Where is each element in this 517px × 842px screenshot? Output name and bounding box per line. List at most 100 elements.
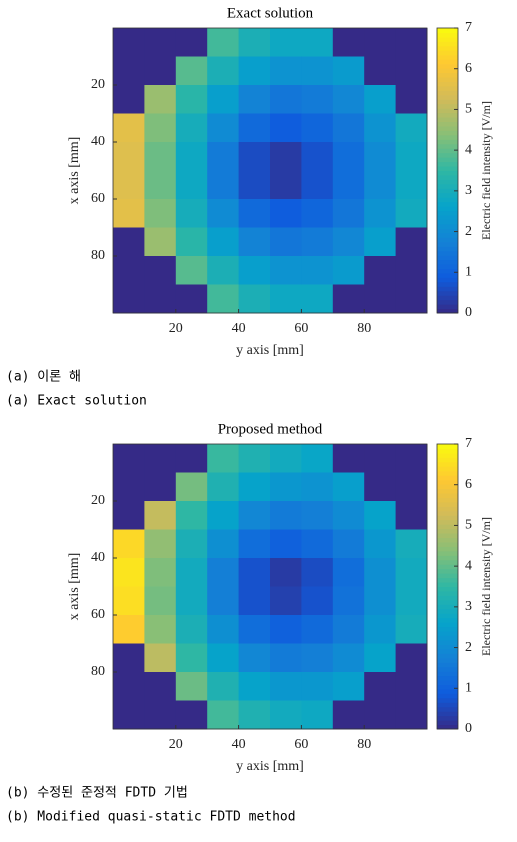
heatmap-cell xyxy=(301,284,334,314)
colorbar-segment xyxy=(437,81,458,87)
heatmap-cell xyxy=(113,227,145,257)
heatmap-cell xyxy=(270,56,302,86)
figure-caption: (a) 이론 해 xyxy=(6,370,81,385)
colorbar-segment xyxy=(437,183,458,189)
heatmap-cell xyxy=(207,444,240,473)
heatmap-cell xyxy=(113,643,145,673)
heatmap-cell xyxy=(332,700,365,730)
heatmap-cell xyxy=(113,672,145,701)
heatmap-cell xyxy=(395,284,428,314)
colorbar-segment xyxy=(437,134,458,140)
colorbar-tick-label: 4 xyxy=(465,558,472,573)
colorbar-segment xyxy=(437,117,458,123)
heatmap-cell xyxy=(395,472,428,502)
colorbar-segment xyxy=(437,724,458,730)
colorbar-segment xyxy=(437,299,458,305)
y-axis-label: x axis [mm] xyxy=(67,553,82,621)
heatmap-cell xyxy=(301,170,334,200)
colorbar-segment xyxy=(437,237,458,243)
colorbar-segment xyxy=(437,617,458,623)
heatmap-cell xyxy=(301,28,334,57)
heatmap-cell xyxy=(364,113,397,143)
colorbar-segment xyxy=(437,564,458,570)
heatmap-cell xyxy=(144,113,177,143)
colorbar-segment xyxy=(437,90,458,96)
heatmap-cell xyxy=(238,113,271,143)
heatmap-cell xyxy=(175,444,208,473)
heatmap-cell xyxy=(207,558,240,587)
heatmap-cell xyxy=(144,586,177,616)
colorbar-segment xyxy=(437,599,458,605)
colorbar-segment xyxy=(437,675,458,681)
y-axis-label: x axis [mm] xyxy=(67,137,82,205)
colorbar-segment xyxy=(437,648,458,654)
heatmap-cell xyxy=(395,615,428,644)
heatmap-cell xyxy=(364,529,397,559)
colorbar-segment xyxy=(437,210,458,216)
colorbar-segment xyxy=(437,666,458,672)
heatmap-cell xyxy=(395,643,428,673)
heatmap-cell xyxy=(144,256,177,285)
colorbar-tick-label: 1 xyxy=(465,265,472,280)
colorbar-frame xyxy=(436,443,459,730)
colorbar-tick-label: 6 xyxy=(465,477,472,492)
heatmap-cell xyxy=(144,558,177,587)
heatmap-cell xyxy=(238,199,271,228)
heatmap-cell xyxy=(113,284,145,314)
colorbar-segment xyxy=(437,228,458,234)
heatmap-cell xyxy=(113,615,145,644)
colorbar-segment xyxy=(437,76,458,82)
heatmap-cell xyxy=(301,444,334,473)
heatmap-cell xyxy=(207,142,240,171)
colorbar-segment xyxy=(437,68,458,74)
heatmap-cell xyxy=(270,256,302,285)
heatmap-cell xyxy=(332,256,365,285)
heatmap-cell xyxy=(270,227,302,257)
heatmap-cell xyxy=(175,256,208,285)
heatmap-cell xyxy=(364,256,397,285)
heatmap-cell xyxy=(113,558,145,587)
y-tick-label: 80 xyxy=(91,248,105,263)
colorbar-segment xyxy=(437,555,458,561)
plot-frame xyxy=(112,443,428,730)
heatmap-cell xyxy=(395,700,428,730)
heatmap-cell xyxy=(301,529,334,559)
chart-title: Proposed method xyxy=(218,421,323,437)
colorbar-segment xyxy=(437,139,458,145)
colorbar-segment xyxy=(437,635,458,641)
heatmap-cell xyxy=(207,643,240,673)
heatmap-cell xyxy=(144,672,177,701)
heatmap-cell xyxy=(207,615,240,644)
colorbar-segment xyxy=(437,533,458,539)
heatmap-cell xyxy=(364,170,397,200)
colorbar-segment xyxy=(437,662,458,668)
heatmap-cell xyxy=(113,529,145,559)
heatmap-cell xyxy=(144,700,177,730)
heatmap-cell xyxy=(113,501,145,530)
colorbar-segment xyxy=(437,644,458,650)
y-tick-label: 60 xyxy=(91,191,105,206)
heatmap-cell xyxy=(144,85,177,114)
colorbar-segment xyxy=(437,524,458,530)
colorbar-tick-label: 7 xyxy=(465,20,472,35)
colorbar-frame xyxy=(436,27,459,314)
heatmap-cell xyxy=(238,256,271,285)
colorbar-segment xyxy=(437,622,458,628)
x-axis-label: y axis [mm] xyxy=(236,343,304,358)
heatmap-cell xyxy=(364,444,397,473)
heatmap-cell xyxy=(270,284,302,314)
heatmap-cell xyxy=(144,284,177,314)
colorbar-segment xyxy=(437,94,458,100)
heatmap-cell xyxy=(144,28,177,57)
colorbar-segment xyxy=(437,688,458,694)
chart-title: Exact solution xyxy=(227,5,314,21)
colorbar-segment xyxy=(437,546,458,552)
colorbar-segment xyxy=(437,568,458,574)
heatmap-cell xyxy=(207,586,240,616)
x-tick-label: 20 xyxy=(169,737,183,752)
heatmap-cell xyxy=(332,199,365,228)
heatmap-cell xyxy=(207,472,240,502)
heatmap-cell xyxy=(175,28,208,57)
